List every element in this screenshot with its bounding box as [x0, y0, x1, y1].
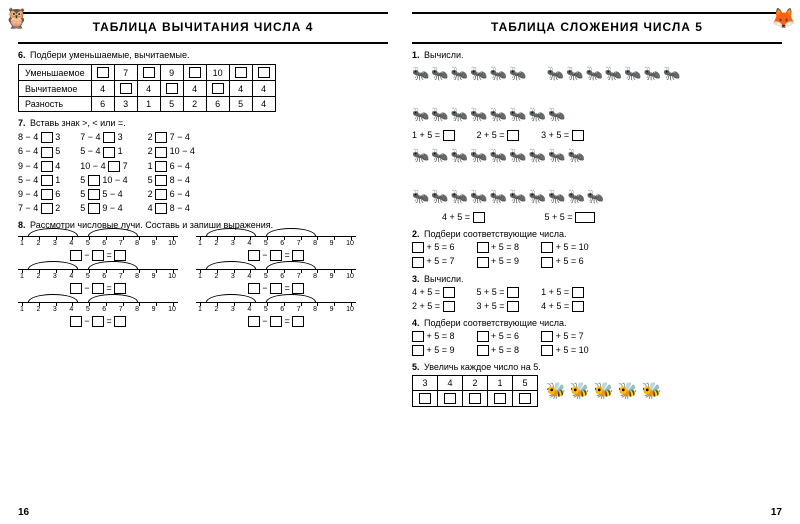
task-5: 5. Увеличь каждое число на 5. 34215 🐝🐝🐝🐝…: [412, 362, 782, 407]
comparison-item: 2 7 − 4: [148, 132, 195, 143]
equation: + 5 = 6: [477, 331, 520, 342]
subtraction-table: Уменьшаемое7910Вычитаемое44444Разность63…: [18, 64, 276, 112]
comparison-item: 4 8 − 4: [148, 203, 195, 214]
comparison-item: 7 − 4 2: [18, 203, 60, 214]
comparison-item: 8 − 4 3: [18, 132, 60, 143]
task-text: Вставь знак >, < или =.: [30, 118, 126, 128]
col-1: 8 − 4 3 6 − 4 5 9 − 4 4 5 − 4 1 9 − 4 6 7 − 4…: [18, 132, 60, 214]
equation: 1 + 5 =: [541, 287, 584, 298]
comparison-item: 5 − 4 1: [18, 175, 60, 186]
equation: 3 + 5 =: [477, 301, 520, 312]
equation: + 5 = 7: [412, 256, 455, 267]
task-4: 4. Подбери соответствующие числа. + 5 = …: [412, 318, 782, 356]
task-num: 1.: [412, 50, 420, 60]
equation: 2 + 5 =: [477, 130, 520, 141]
comparison-item: 10 − 4 7: [80, 161, 127, 172]
ants-row: 🐜🐜🐜🐜🐜🐜🐜🐜🐜🐜🐜🐜🐜🐜🐜🐜🐜🐜🐜🐜🐜: [412, 62, 782, 126]
comparison-item: 2 10 − 4: [148, 146, 195, 157]
task-num: 7.: [18, 118, 26, 128]
task-num: 8.: [18, 220, 26, 230]
comparison-item: 2 6 − 4: [148, 189, 195, 200]
task-7: 7. Вставь знак >, < или =. 8 − 4 3 6 − 4 …: [18, 118, 388, 214]
equation: 5 + 5 =: [545, 212, 596, 223]
equation: + 5 = 6: [412, 242, 455, 253]
equation: + 5 = 8: [412, 331, 455, 342]
left-page: 🦉 ТАБЛИЦА ВЫЧИТАНИЯ ЧИСЛА 4 6. Подбери у…: [18, 12, 388, 512]
equation: + 5 = 10: [541, 345, 589, 356]
task-text: Подбери соответствующие числа.: [424, 318, 566, 328]
equation: + 5 = 7: [541, 331, 584, 342]
comparison-item: 9 − 4 6: [18, 189, 60, 200]
equation: + 5 = 8: [477, 242, 520, 253]
equation: 2 + 5 =: [412, 301, 455, 312]
right-page: 🦊 ТАБЛИЦА СЛОЖЕНИЯ ЧИСЛА 5 1. Вычисли. 🐜…: [412, 12, 782, 512]
comparison-item: 5 5 − 4: [80, 189, 127, 200]
equation: + 5 = 8: [477, 345, 520, 356]
equation: 1 + 5 =: [412, 130, 455, 141]
comparison-item: 5 10 − 4: [80, 175, 127, 186]
page-number: 17: [771, 507, 782, 518]
left-title: ТАБЛИЦА ВЫЧИТАНИЯ ЧИСЛА 4: [18, 20, 388, 34]
equation: 4 + 5 =: [442, 212, 485, 223]
task-6: 6. Подбери уменьшаемые, вычитаемые. Умен…: [18, 50, 388, 112]
ant-group: 🐜🐜🐜🐜🐜🐜🐜🐜🐜: [412, 144, 587, 167]
task-text: Вычисли.: [424, 50, 463, 60]
right-title: ТАБЛИЦА СЛОЖЕНИЯ ЧИСЛА 5: [412, 20, 782, 34]
page-number: 16: [18, 507, 29, 518]
comparison-item: 6 − 4 5: [18, 146, 60, 157]
ant-group: 🐜🐜🐜🐜🐜🐜🐜🐜🐜🐜: [412, 185, 606, 208]
task-text: Увеличь каждое число на 5.: [424, 362, 541, 372]
ant-group: 🐜🐜🐜🐜🐜🐜🐜: [547, 62, 683, 85]
comparison-item: 7 − 4 3: [80, 132, 127, 143]
increase-table: 34215: [412, 375, 538, 407]
comparison-item: 5 − 4 1: [80, 146, 127, 157]
comparison-item: 1 6 − 4: [148, 161, 195, 172]
task-1: 1. Вычисли. 🐜🐜🐜🐜🐜🐜🐜🐜🐜🐜🐜🐜🐜🐜🐜🐜🐜🐜🐜🐜🐜 1 + 5 …: [412, 50, 782, 223]
owl-icon: 🦉: [4, 6, 29, 31]
task-text: Вычисли.: [424, 274, 463, 284]
number-line: 12345678910 − =: [18, 302, 178, 333]
task-num: 3.: [412, 274, 420, 284]
equation: 4 + 5 =: [541, 301, 584, 312]
comparison-item: 5 9 − 4: [80, 203, 127, 214]
task-3: 3. Вычисли. 4 + 5 = 5 + 5 = 1 + 5 = 2 + …: [412, 274, 782, 312]
equation: 4 + 5 =: [412, 287, 455, 298]
task-text: Подбери уменьшаемые, вычитаемые.: [30, 50, 189, 60]
comparison-item: 9 − 4 4: [18, 161, 60, 172]
number-line: 12345678910 − =: [196, 302, 356, 333]
task-8: 8. Рассмотри числовые лучи. Составь и за…: [18, 220, 388, 335]
col-3: 2 7 − 4 2 10 − 4 1 6 − 4 5 8 − 4 2 6 − 4 4 8 …: [148, 132, 195, 214]
equation: + 5 = 9: [477, 256, 520, 267]
equation: + 5 = 9: [412, 345, 455, 356]
ants-row: 🐜🐜🐜🐜🐜🐜🐜🐜🐜🐜🐜🐜🐜🐜🐜🐜🐜🐜🐜: [412, 144, 782, 208]
equation: + 5 = 10: [541, 242, 589, 253]
task-num: 6.: [18, 50, 26, 60]
task-text: Подбери соответствующие числа.: [424, 229, 566, 239]
ant-group: 🐜🐜🐜🐜🐜🐜: [412, 62, 529, 85]
task-num: 5.: [412, 362, 420, 372]
equation: 3 + 5 =: [541, 130, 584, 141]
task-num: 4.: [412, 318, 420, 328]
equation: + 5 = 6: [541, 256, 584, 267]
col-2: 7 − 4 3 5 − 4 1 10 − 4 7 5 10 − 4 5 5 − 4 5 9…: [80, 132, 127, 214]
bee-icons: 🐝🐝🐝🐝🐝: [546, 381, 666, 401]
equation: 5 + 5 =: [477, 287, 520, 298]
ant-group: 🐜🐜🐜🐜🐜🐜🐜🐜: [412, 103, 567, 126]
fox-icon: 🦊: [771, 6, 796, 31]
task-num: 2.: [412, 229, 420, 239]
task-2: 2. Подбери соответствующие числа. + 5 = …: [412, 229, 782, 267]
comparison-item: 5 8 − 4: [148, 175, 195, 186]
